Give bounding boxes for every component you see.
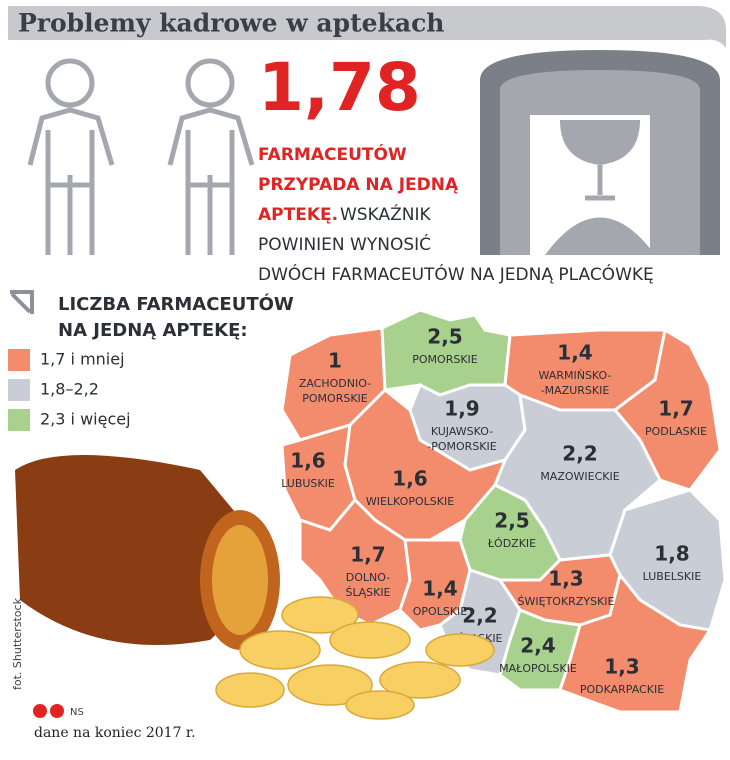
legend-label: 1,7 i mniej <box>40 350 125 369</box>
map: 1 ZACHODNIO- POMORSKIE 2,5 POMORSKIE 1,4 WARMI… <box>280 308 727 714</box>
source: dane na koniec 2017 r. <box>34 725 196 741</box>
region-name: LUBUSKIE <box>281 477 335 490</box>
region-name: ŁÓDZKIE <box>487 537 536 550</box>
pharmacy-icon <box>480 50 720 255</box>
author: NS <box>70 707 84 718</box>
region-name: ŚWIĘTOKRZYSKIE <box>518 595 615 608</box>
legend-title: LICZBA FARMACEUTÓW <box>58 293 294 315</box>
legend-swatch <box>8 409 30 431</box>
headline-text-line: DWÓCH FARMACEUTÓW NA JEDNĄ PLACÓWKĘ <box>258 263 654 285</box>
region-name: -POMORSKIE <box>427 440 496 453</box>
headline-text-line: WSKAŹNIK <box>340 203 431 225</box>
region-value: 1,4 <box>557 341 592 365</box>
region-value: 2,2 <box>462 604 497 628</box>
region-value: 1,6 <box>290 449 325 473</box>
region <box>558 571 713 714</box>
pharmacist-icons <box>27 58 255 255</box>
headline-value: 1,78 <box>258 49 421 126</box>
region-name: OPOLSKIE <box>413 605 468 618</box>
region-value: 1,7 <box>350 543 385 567</box>
legend-title: NA JEDNĄ APTEKĘ: <box>58 320 248 341</box>
region-value: 1,9 <box>444 397 479 421</box>
headline-text: FARMACEUTÓW PRZYPADA NA JEDNĄ APTEKĘ. WSKAŹ… <box>258 143 654 285</box>
title: Problemy kadrowe w aptekach <box>18 9 444 38</box>
region-name: DOLNO- <box>346 571 390 584</box>
region-value: 1,3 <box>548 567 583 591</box>
region-value: 2,5 <box>427 325 462 349</box>
legend: LICZBA FARMACEUTÓW NA JEDNĄ APTEKĘ: 1,7 i … <box>8 293 294 431</box>
legend-swatch <box>8 379 30 401</box>
region-value: 1 <box>328 349 342 373</box>
photo-credit: fot. Shutterstock <box>11 597 24 690</box>
headline-highlight: APTEKĘ. <box>258 205 338 225</box>
region-name: ZACHODNIO- <box>299 377 371 390</box>
region-name: PODLASKIE <box>645 425 707 438</box>
headline-highlight: FARMACEUTÓW <box>258 143 407 165</box>
region-name: MAZOWIECKIE <box>540 470 619 483</box>
header-banner <box>8 6 726 48</box>
copyright-icon <box>33 704 47 718</box>
region-value: 1,4 <box>422 577 457 601</box>
region-name: MAŁOPOLSKIE <box>499 662 577 675</box>
region-name: PODKARPACKIE <box>580 683 664 696</box>
region-name: LUBELSKIE <box>643 570 702 583</box>
copyright-icon <box>50 704 64 718</box>
region-value: 1,6 <box>392 467 427 491</box>
region-value: 2,2 <box>562 442 597 466</box>
region <box>612 327 722 492</box>
region-value: 2,4 <box>520 634 555 658</box>
legend-arrow <box>10 290 34 314</box>
region-name: KUJAWSKO- <box>431 425 493 438</box>
region-name: WIELKOPOLSKIE <box>366 495 454 508</box>
headline-highlight: PRZYPADA NA JEDNĄ <box>258 175 459 195</box>
region-value: 1,8 <box>654 542 689 566</box>
region-value: 1,7 <box>658 397 693 421</box>
legend-label: 1,8–2,2 <box>40 380 99 399</box>
region-name: -MAZURSKIE <box>541 384 610 397</box>
region-name: ŚLĄSKIE <box>345 586 390 599</box>
region-name: POMORSKIE <box>412 353 478 366</box>
region-name: POMORSKIE <box>302 392 368 405</box>
legend-swatch <box>8 349 30 371</box>
region-name: WARMIŃSKO- <box>539 369 612 382</box>
region-value: 2,5 <box>494 509 529 533</box>
pill-jar-illustration <box>15 455 495 720</box>
legend-label: 2,3 i więcej <box>40 410 131 429</box>
region-value: 1,3 <box>604 655 639 679</box>
headline-text-line: POWINIEN WYNOSIĆ <box>258 233 431 255</box>
